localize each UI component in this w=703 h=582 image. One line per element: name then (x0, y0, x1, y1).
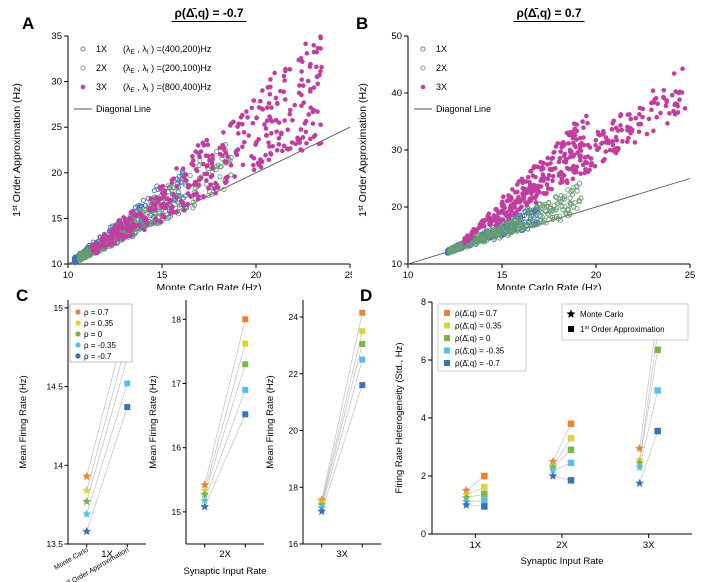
svg-text:50: 50 (391, 31, 402, 42)
svg-text:ρ = 0: ρ = 0 (84, 330, 103, 339)
svg-text:2X: 2X (96, 63, 107, 73)
svg-text:3X: 3X (436, 82, 447, 92)
svg-text:3X: 3X (96, 82, 107, 92)
svg-text:1X: 1X (436, 44, 447, 54)
svg-text:10: 10 (51, 259, 62, 270)
svg-text:16: 16 (172, 443, 182, 453)
svg-text:15: 15 (157, 270, 168, 281)
svg-text:25: 25 (51, 122, 62, 133)
svg-text:20: 20 (289, 426, 299, 436)
svg-text:Monte Carlo: Monte Carlo (53, 547, 90, 572)
svg-text:ρ = -0.7: ρ = -0.7 (84, 352, 112, 361)
svg-text:ρ(Δ̄,q) = -0.7: ρ(Δ̄,q) = -0.7 (455, 359, 500, 368)
svg-text:ρ(Δ̄,q) = 0: ρ(Δ̄,q) = 0 (455, 334, 491, 343)
svg-text:18: 18 (172, 314, 182, 324)
svg-text:1X: 1X (101, 549, 113, 560)
svg-text:ρ = 0.7: ρ = 0.7 (84, 308, 109, 317)
svg-text:Monte Carlo: Monte Carlo (580, 310, 624, 319)
svg-text:15: 15 (51, 213, 62, 224)
svg-text:3X: 3X (336, 549, 348, 560)
svg-text:2X: 2X (219, 549, 231, 560)
svg-text:22: 22 (289, 369, 299, 379)
svg-text:ρ = 0.35: ρ = 0.35 (84, 319, 114, 328)
svg-text:ρ(Δ̄,q) = -0.35: ρ(Δ̄,q) = -0.35 (455, 347, 505, 356)
svg-text:Mean Firing Rate (Hz): Mean Firing Rate (Hz) (265, 375, 276, 468)
svg-text:20: 20 (51, 168, 62, 179)
svg-text:18: 18 (289, 482, 299, 492)
panel-b-scatter-plot: 10 15 20 25 10 20 30 40 50 1X 2X 3X Diagonal Line Mon… (356, 31, 696, 290)
svg-text:2X: 2X (436, 63, 447, 73)
svg-text:Mean Firing Rate (Hz): Mean Firing Rate (Hz) (148, 375, 159, 468)
svg-text:25: 25 (685, 270, 696, 281)
svg-text:25: 25 (345, 270, 352, 281)
panel-b-title: ρ(Δ̄,q) = 0.7 (513, 6, 585, 22)
svg-text:3X: 3X (643, 540, 655, 551)
svg-text:20: 20 (591, 270, 602, 281)
panel-label-d: D (360, 286, 373, 305)
svg-text:30: 30 (51, 77, 62, 88)
svg-text:40: 40 (391, 88, 402, 99)
svg-text:(λE , λI ) =(200,100)Hz: (λE , λI ) =(200,100)Hz (123, 63, 212, 75)
svg-text:Firing Rate Heterogeneity (Std: Firing Rate Heterogeneity (Std., Hz) (394, 342, 405, 493)
svg-text:ρ = -0.35: ρ = -0.35 (84, 341, 116, 350)
svg-text:(λE , λI ) =(800,400)Hz: (λE , λI ) =(800,400)Hz (123, 82, 212, 94)
svg-text:17: 17 (172, 378, 182, 388)
panel-label-a: A (22, 14, 35, 33)
svg-text:10: 10 (403, 270, 414, 281)
svg-text:20: 20 (251, 270, 262, 281)
svg-text:4: 4 (421, 413, 426, 423)
svg-text:2X: 2X (556, 540, 568, 551)
svg-text:Synaptic Input Rate: Synaptic Input Rate (184, 566, 267, 577)
svg-text:13.5: 13.5 (46, 539, 63, 549)
svg-text:Diagonal Line: Diagonal Line (96, 104, 151, 114)
svg-text:Monte Carlo Rate (Hz): Monte Carlo Rate (Hz) (156, 282, 261, 290)
svg-text:1st Order Approximation (Hz): 1st Order Approximation (Hz) (10, 83, 23, 217)
svg-text:20: 20 (391, 202, 402, 213)
panel-a-scatter-plot: 10 15 20 25 10 15 20 25 30 35 1X (λE , λI ) =(400,2… (10, 31, 352, 290)
svg-text:Monte Carlo Rate (Hz): Monte Carlo Rate (Hz) (496, 282, 601, 290)
svg-text:0: 0 (421, 529, 426, 539)
svg-text:Diagonal Line: Diagonal Line (436, 104, 491, 114)
svg-text:1X: 1X (96, 44, 107, 54)
svg-text:15: 15 (497, 270, 508, 281)
svg-text:24: 24 (289, 312, 299, 322)
svg-text:10: 10 (63, 270, 74, 281)
svg-text:15: 15 (172, 507, 182, 517)
svg-text:1st Order Approximation (Hz): 1st Order Approximation (Hz) (356, 83, 369, 217)
svg-text:1X: 1X (470, 540, 482, 551)
panel-label-c: C (16, 286, 29, 305)
svg-text:6: 6 (421, 355, 426, 365)
panel-d-heterogeneity-plot: 0 2 4 6 8 1X 2X 3X ρ(Δ̄,q) = 0.7 ρ(Δ̄,q) = 0.35 ρ(… (394, 297, 692, 567)
svg-text:8: 8 (421, 297, 426, 307)
svg-text:35: 35 (51, 31, 62, 42)
svg-text:30: 30 (391, 145, 402, 156)
svg-text:16: 16 (289, 539, 299, 549)
panel-a-title: ρ(Δ̄,q) = -0.7 (171, 6, 247, 22)
svg-text:Mean Firing Rate (Hz): Mean Firing Rate (Hz) (18, 375, 29, 468)
svg-text:Synaptic Input Rate: Synaptic Input Rate (521, 556, 604, 567)
svg-text:ρ(Δ̄,q) = 0.7: ρ(Δ̄,q) = 0.7 (455, 309, 498, 318)
svg-text:14: 14 (54, 460, 64, 470)
panel-label-b: B (356, 14, 369, 33)
svg-text:14.5: 14.5 (46, 382, 63, 392)
svg-text:1st Order Approximation: 1st Order Approximation (580, 325, 665, 334)
svg-text:10: 10 (391, 259, 402, 270)
svg-text:15: 15 (54, 303, 64, 313)
svg-text:1st Order Approximation: 1st Order Approximation (62, 545, 131, 582)
svg-text:ρ(Δ̄,q) = 0.35: ρ(Δ̄,q) = 0.35 (455, 322, 502, 331)
svg-text:2: 2 (421, 471, 426, 481)
svg-text:(λE , λI ) =(400,200)Hz: (λE , λI ) =(400,200)Hz (123, 44, 212, 56)
